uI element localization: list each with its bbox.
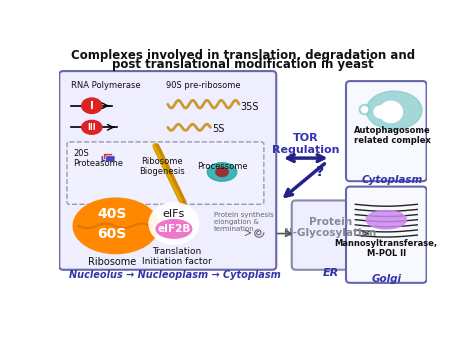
Ellipse shape: [359, 105, 370, 115]
Text: 60S: 60S: [97, 226, 127, 241]
Ellipse shape: [374, 106, 388, 118]
Text: Mannosyltransferase,
M-POL II: Mannosyltransferase, M-POL II: [335, 239, 438, 258]
Text: Golgi: Golgi: [371, 274, 401, 284]
Text: Cytoplasm: Cytoplasm: [362, 175, 423, 185]
Ellipse shape: [82, 98, 102, 114]
FancyBboxPatch shape: [106, 156, 115, 162]
Text: Protein
N-Glycosylation: Protein N-Glycosylation: [284, 217, 377, 238]
Text: Ribosome
Biogenesis: Ribosome Biogenesis: [139, 157, 185, 176]
Ellipse shape: [379, 101, 402, 123]
Text: eIF2B: eIF2B: [157, 224, 191, 234]
Text: Processome: Processome: [197, 162, 247, 171]
FancyBboxPatch shape: [101, 156, 110, 162]
FancyBboxPatch shape: [67, 142, 264, 204]
Ellipse shape: [73, 198, 158, 253]
Text: 90S pre-ribosome: 90S pre-ribosome: [166, 81, 241, 90]
Text: 5S: 5S: [212, 124, 224, 134]
Text: ER: ER: [322, 268, 338, 278]
FancyBboxPatch shape: [346, 187, 427, 283]
Ellipse shape: [362, 106, 368, 113]
Ellipse shape: [366, 91, 422, 130]
Text: eIFs: eIFs: [163, 208, 185, 219]
Text: RNA Polymerase: RNA Polymerase: [71, 81, 140, 90]
Ellipse shape: [216, 167, 228, 176]
Text: post translational modification in yeast: post translational modification in yeast: [112, 58, 374, 71]
Text: 40S: 40S: [97, 207, 127, 220]
Text: Nucleolus → Nucleoplasm → Cytoplasm: Nucleolus → Nucleoplasm → Cytoplasm: [69, 270, 280, 280]
FancyBboxPatch shape: [346, 81, 427, 181]
Text: Protein synthesis
elongation &
termination: Protein synthesis elongation & terminati…: [214, 212, 274, 232]
Text: Translation
Initiation factor: Translation Initiation factor: [142, 247, 212, 266]
Ellipse shape: [82, 120, 102, 134]
FancyBboxPatch shape: [103, 153, 113, 160]
Text: I: I: [90, 101, 94, 111]
Ellipse shape: [149, 202, 199, 245]
Text: 20S
Proteasome: 20S Proteasome: [73, 149, 123, 168]
Ellipse shape: [366, 211, 406, 229]
FancyBboxPatch shape: [292, 201, 369, 270]
Ellipse shape: [207, 163, 237, 181]
Ellipse shape: [156, 220, 192, 238]
Text: Autophagosome
related complex: Autophagosome related complex: [354, 126, 431, 145]
Text: Complexes involved in translation, degradation and: Complexes involved in translation, degra…: [71, 49, 415, 62]
Text: 35S: 35S: [241, 102, 259, 112]
FancyBboxPatch shape: [59, 71, 276, 270]
Text: TOR
Regulation: TOR Regulation: [272, 133, 339, 155]
Text: ?: ?: [316, 165, 325, 179]
Text: Ribosome: Ribosome: [88, 257, 136, 267]
Text: III: III: [88, 123, 96, 132]
